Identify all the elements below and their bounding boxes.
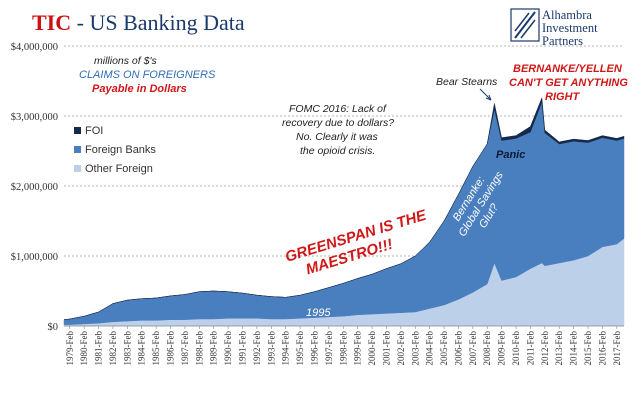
x-tick-label: 1988-Feb <box>194 331 204 366</box>
x-tick-label: 2015-Feb <box>583 331 593 366</box>
annotation-fomc-line-2: recovery due to dollars? <box>282 117 394 129</box>
x-tick-label: 2017-Feb <box>612 331 622 366</box>
subtitle-line-2: CLAIMS ON FOREIGNERS <box>79 69 216 81</box>
x-tick-label: 1984-Feb <box>137 331 147 366</box>
x-tick-label: 2000-Feb <box>367 331 377 366</box>
y-tick-label: $0 <box>48 322 59 333</box>
x-tick-label: 1985-Feb <box>151 331 161 366</box>
x-tick-label: 1998-Feb <box>338 331 348 366</box>
x-tick-label: 1987-Feb <box>180 331 190 366</box>
area-foi <box>63 97 625 320</box>
annotation-fomc: FOMC 2016: Lack of recovery due to dolla… <box>282 103 394 157</box>
x-tick-label: 2003-Feb <box>410 331 420 366</box>
subtitle-line-1: millions of $'s <box>94 55 157 67</box>
x-tick-label: 1997-Feb <box>324 331 334 366</box>
bear-stearns-arrow <box>479 88 492 101</box>
x-tick-label: 1982-Feb <box>108 331 118 366</box>
legend-label-other-foreign: Other Foreign <box>85 163 153 175</box>
annotation-bernanke-yellen-line-2: CAN'T GET ANYTHING <box>509 77 628 89</box>
x-tick-label: 1990-Feb <box>223 331 233 366</box>
annotation-1995: 1995 <box>306 307 331 319</box>
gridlines <box>64 45 624 257</box>
legend-swatch-foreign-banks <box>74 146 81 153</box>
x-tick-label: 1989-Feb <box>209 331 219 366</box>
legend-swatch-foi <box>74 127 81 134</box>
y-tick-label: $4,000,000 <box>11 42 58 53</box>
x-tick-label: 2012-Feb <box>540 331 550 366</box>
annotation-bernanke-yellen-line-1: BERNANKE/YELLEN <box>513 63 623 75</box>
x-tick-label: 2001-Feb <box>382 331 392 366</box>
y-tick-label: $1,000,000 <box>11 252 58 263</box>
annotation-bernanke-yellen: BERNANKE/YELLEN CAN'T GET ANYTHING RIGHT <box>509 63 628 103</box>
annotation-bernanke-yellen-line-3: RIGHT <box>545 91 581 103</box>
x-tick-label: 1996-Feb <box>310 331 320 366</box>
brand-line-2: Investment <box>542 21 598 35</box>
x-tick-label: 1980-Feb <box>79 331 89 366</box>
x-tick-label: 2006-Feb <box>453 331 463 366</box>
x-axis-ticks: 1979-Feb 1980-Feb 1981-Feb 1982-Feb 1983-Feb… <box>65 326 622 366</box>
x-tick-label: 2002-Feb <box>396 331 406 366</box>
annotation-fomc-line-3: No. Clearly it was <box>296 131 378 143</box>
legend: FOI Foreign Banks Other Foreign <box>74 125 156 175</box>
x-tick-label: 2008-Feb <box>482 331 492 366</box>
annotation-bear-stearns: Bear Stearns <box>436 76 498 88</box>
y-tick-label: $3,000,000 <box>11 112 58 123</box>
x-tick-label: 1991-Feb <box>238 331 248 366</box>
brand-line-1: Alhambra <box>542 8 592 22</box>
annotation-fomc-line-4: the opioid crisis. <box>300 145 375 157</box>
x-tick-label: 2011-Feb <box>525 331 535 366</box>
x-tick-label: 1994-Feb <box>281 331 291 366</box>
x-tick-label: 2013-Feb <box>554 331 564 366</box>
brand-logo: Alhambra Investment Partners <box>510 8 598 48</box>
x-tick-label: 2005-Feb <box>439 331 449 366</box>
x-tick-label: 1983-Feb <box>122 331 132 366</box>
x-tick-label: 2004-Feb <box>425 331 435 366</box>
legend-swatch-other-foreign <box>74 165 81 172</box>
x-tick-label: 2010-Feb <box>511 331 521 366</box>
legend-label-foreign-banks: Foreign Banks <box>85 144 156 156</box>
legend-label-foi: FOI <box>85 125 103 137</box>
x-tick-label: 1992-Feb <box>252 331 262 366</box>
brand-line-3: Partners <box>542 34 583 48</box>
x-tick-label: 1993-Feb <box>266 331 276 366</box>
x-tick-label: 1981-Feb <box>94 331 104 366</box>
x-tick-label: 1995-Feb <box>295 331 305 366</box>
x-tick-label: 2016-Feb <box>597 331 607 366</box>
subtitle-line-3: Payable in Dollars <box>92 83 187 95</box>
annotation-fomc-line-1: FOMC 2016: Lack of <box>289 103 387 115</box>
chart-title: TIC - US Banking Data <box>32 10 245 35</box>
title-rest: - US Banking Data <box>71 10 245 35</box>
x-tick-label: 2009-Feb <box>497 331 507 366</box>
x-tick-label: 1999-Feb <box>353 331 363 366</box>
annotation-panic: Panic <box>496 149 525 161</box>
x-tick-label: 1979-Feb <box>65 331 75 366</box>
y-axis-ticks: $0 $1,000,000 $2,000,000 $3,000,000 $4,000,0… <box>11 42 58 333</box>
y-tick-label: $2,000,000 <box>11 182 58 193</box>
title-tic: TIC <box>32 10 71 35</box>
x-tick-label: 1986-Feb <box>166 331 176 366</box>
x-tick-label: 2007-Feb <box>468 331 478 366</box>
x-tick-label: 2014-Feb <box>569 331 579 366</box>
